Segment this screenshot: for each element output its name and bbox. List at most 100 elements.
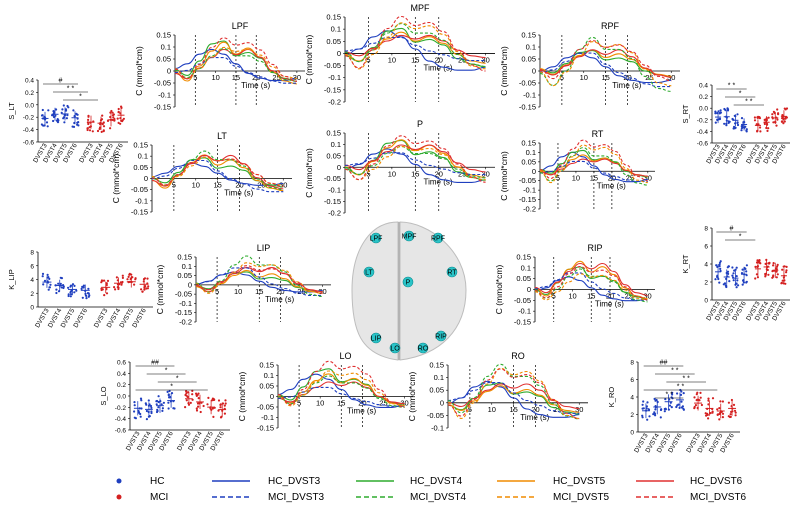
data-point [133, 416, 136, 419]
x-axis-label: Time (s) [595, 300, 624, 309]
data-point [707, 417, 710, 420]
data-point [734, 414, 737, 417]
data-point [716, 413, 719, 416]
data-point [81, 296, 84, 299]
data-point [57, 282, 60, 285]
data-point [775, 270, 778, 273]
data-point [86, 292, 90, 295]
brain-map: LPF MPF RPF LT P RT LIP RIP LO RO [351, 221, 467, 361]
series-line-mci_dvst6 [534, 266, 648, 301]
data-point [157, 400, 160, 404]
x-tick-label: 15 [590, 173, 598, 182]
significance-mark: # [730, 226, 734, 233]
y-tick-label: 4 [30, 277, 34, 284]
series-line-hc_dvst6 [534, 262, 648, 296]
chart-title: P [417, 119, 423, 129]
y-axis-label: C (mmol*cm) [304, 148, 314, 198]
data-point [110, 109, 113, 113]
y-tick-label: 0.1 [138, 152, 148, 161]
channel-label: RIP [435, 334, 447, 341]
data-point [718, 263, 721, 266]
scatter-panel-s-rt: 0.40.20.0-0.2-0.4-0.6S_RTDVST3DVST4DVST5… [681, 83, 790, 165]
data-point [157, 406, 160, 409]
data-point [755, 273, 759, 276]
x-tick-label: 15 [255, 287, 263, 296]
y-tick-label: 6 [704, 244, 708, 251]
x-tick-label: 25 [626, 173, 634, 182]
legend-mci-label: MCI [150, 492, 168, 503]
data-point [721, 400, 725, 403]
data-point [76, 123, 79, 126]
data-point [41, 114, 44, 117]
y-tick-label: 0.15 [516, 253, 531, 262]
channel-label: MPF [402, 234, 417, 241]
y-tick-label: 0.05 [521, 55, 536, 64]
data-point [167, 401, 170, 404]
data-point [155, 400, 158, 403]
line-chart-mpf: MPF 0.15 0.1 0.05 0 -0.05 -0.1 -0.15 -0.2 C (mmol… [304, 3, 495, 107]
series-line-mci_dvst5 [539, 144, 648, 184]
data-point [781, 114, 784, 117]
y-tick-label: 0.4 [117, 371, 126, 378]
data-point [106, 279, 110, 282]
x-axis-label: Time (s) [241, 81, 270, 90]
data-point [753, 119, 757, 122]
data-point [73, 284, 76, 287]
data-point [776, 108, 779, 111]
y-tick-label: -0.15 [154, 103, 171, 112]
data-point [767, 127, 770, 130]
series-line-hc_dvst3 [344, 148, 486, 183]
y-tick-label: -0.15 [324, 85, 341, 94]
x-tick-label: 30 [643, 292, 651, 301]
data-point [659, 416, 662, 419]
y-tick-label: 0.15 [259, 361, 274, 370]
chart-title: RIP [587, 243, 602, 253]
data-point [115, 276, 118, 279]
x-tick-label: 25 [379, 399, 387, 408]
series-line-mci_dvst3 [174, 57, 297, 84]
x-tick-label: 15 [601, 73, 609, 82]
data-point [740, 272, 744, 275]
y-axis-label: C (mmol*cm) [499, 46, 509, 96]
data-point [772, 275, 775, 278]
data-point [721, 412, 725, 415]
x-tick-label: 30 [575, 405, 583, 414]
data-point [718, 412, 721, 416]
y-tick-label: 0.15 [429, 361, 444, 370]
channel-dot-ro [417, 342, 429, 354]
y-tick-label: 0 [440, 398, 444, 407]
data-point [759, 126, 762, 129]
data-point [679, 393, 683, 396]
data-point [117, 107, 120, 111]
data-point [718, 418, 721, 421]
data-point [780, 281, 783, 284]
data-point [722, 283, 725, 286]
data-point [700, 403, 704, 407]
data-point [87, 115, 90, 118]
y-tick-label: 0.05 [516, 274, 531, 283]
series-line-mci_dvst5 [174, 46, 297, 79]
y-tick-label: -0.15 [324, 197, 341, 206]
series-line-mci_dvst4 [195, 255, 323, 298]
chart-title: RPF [601, 21, 620, 31]
data-point [682, 408, 686, 411]
data-point [69, 284, 73, 287]
x-tick-label: 10 [572, 173, 580, 182]
series-line-mci_dvst5 [539, 41, 672, 87]
data-point [56, 118, 59, 121]
data-point [782, 122, 785, 125]
series-line-mci_dvst6 [151, 155, 284, 188]
data-point [659, 408, 663, 412]
data-point [195, 394, 198, 397]
data-point [664, 408, 668, 411]
chart-title: MPF [411, 3, 431, 13]
data-point [100, 130, 103, 133]
series-line-mci_dvst3 [344, 152, 486, 176]
y-tick-label: 8 [704, 226, 708, 233]
data-point [763, 118, 766, 121]
data-point [772, 264, 775, 267]
data-point [211, 407, 214, 410]
data-point [75, 289, 78, 292]
data-point [719, 400, 722, 403]
data-point [646, 418, 649, 421]
